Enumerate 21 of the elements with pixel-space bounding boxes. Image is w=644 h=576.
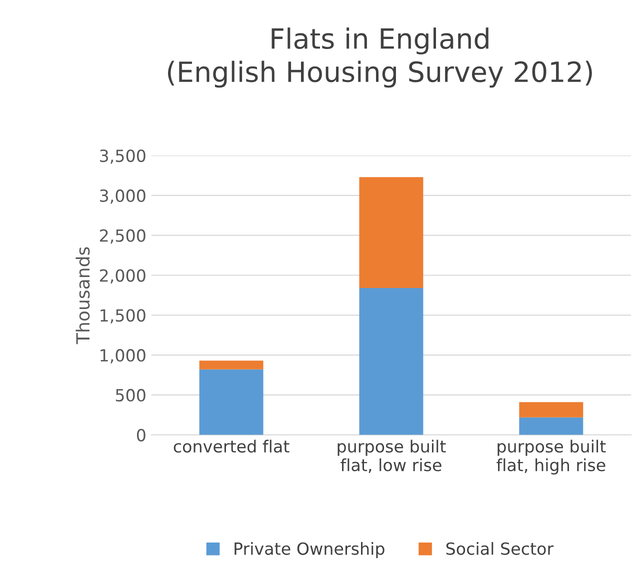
bar <box>519 417 584 435</box>
y-tick-label: 0 <box>136 428 146 442</box>
y-tick-label: 1,500 <box>100 309 146 324</box>
y-tick-label: 1,000 <box>100 349 146 364</box>
y-tick-label: 3,000 <box>100 189 146 204</box>
legend-label: Social Sector <box>446 542 554 555</box>
x-tick-label: purpose built flat, low rise <box>338 440 446 474</box>
bar <box>359 288 424 435</box>
y-tick-label: 2,500 <box>100 229 146 244</box>
legend-label: Private Ownership <box>234 542 384 558</box>
bar <box>199 369 264 435</box>
bar <box>519 402 584 418</box>
y-axis-title: Thousands <box>76 247 90 344</box>
x-tick-label: purpose built flat, high rise <box>496 440 606 475</box>
x-tick-label: converted flat <box>174 440 290 453</box>
bar <box>199 360 264 370</box>
y-tick-label: 2,000 <box>100 269 146 284</box>
bar <box>359 177 424 288</box>
y-tick-label: 3,500 <box>100 149 146 164</box>
chart-title: Flats in England (English Housing Survey 2012) <box>168 28 592 88</box>
y-tick-label: 500 <box>116 388 146 402</box>
